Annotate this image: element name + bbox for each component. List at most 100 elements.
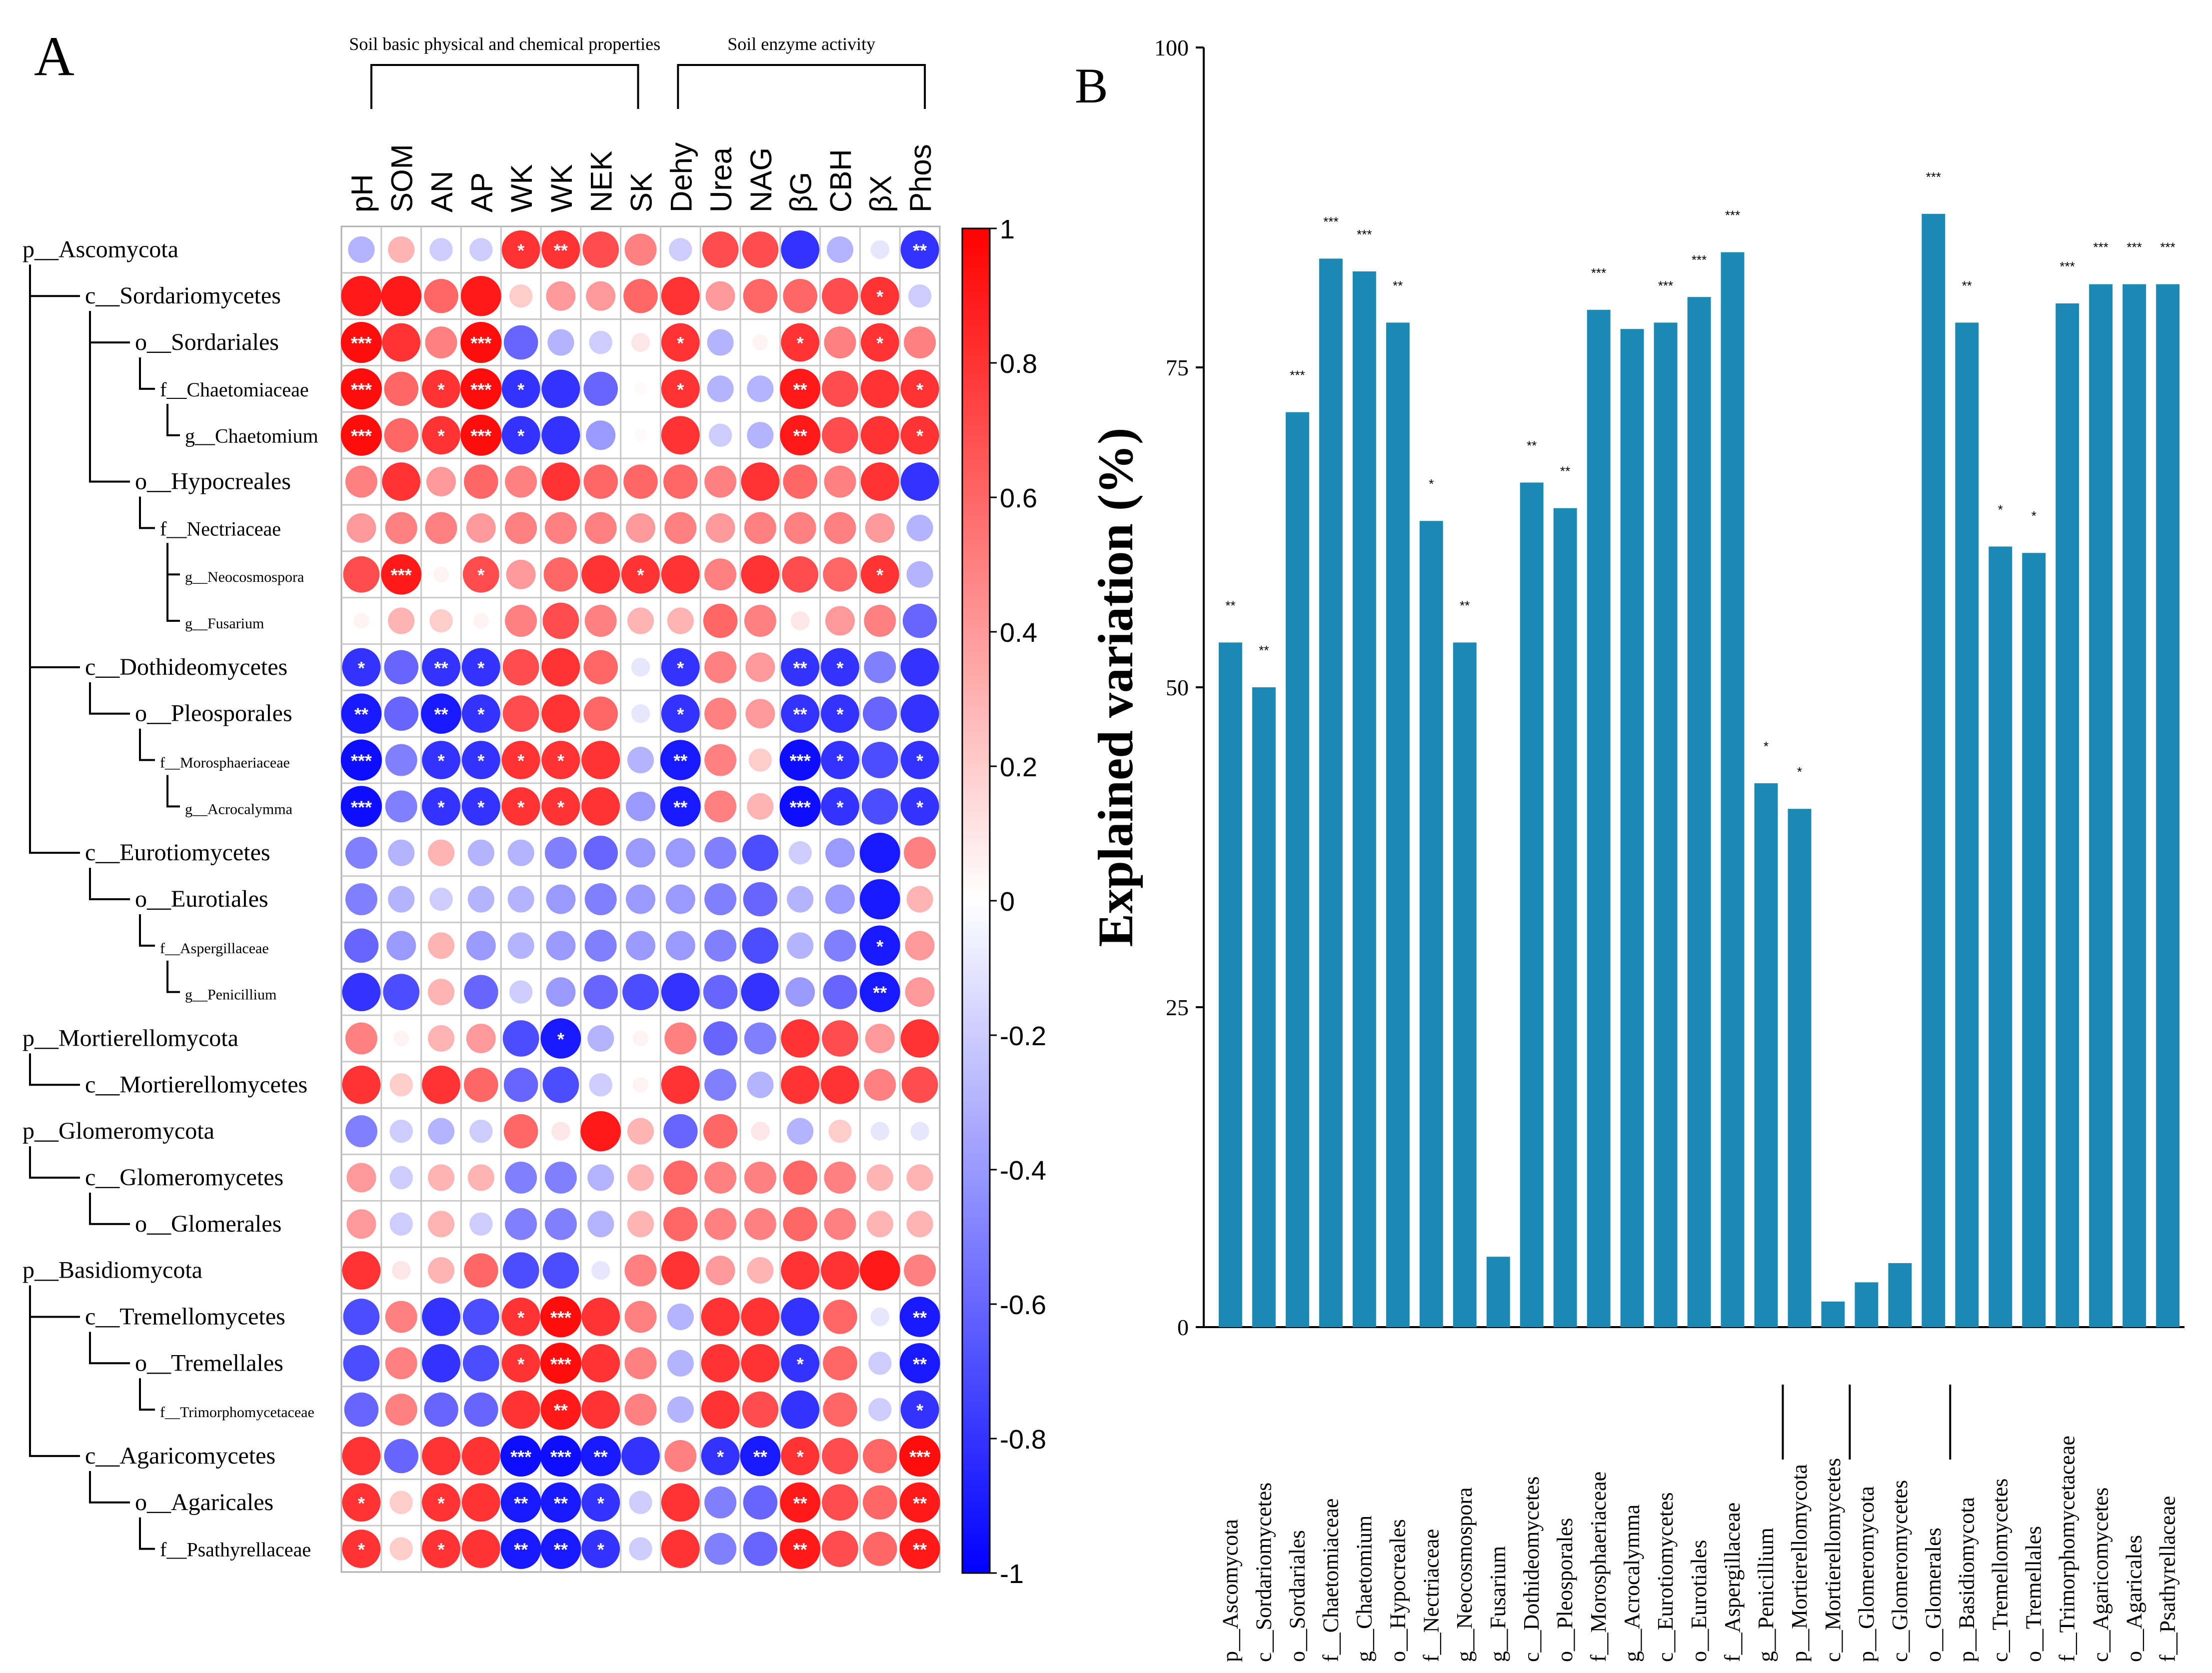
correlation-circle <box>745 652 775 682</box>
correlation-circle <box>427 979 455 1006</box>
correlation-circle <box>864 1069 896 1101</box>
correlation-circle <box>544 1208 577 1240</box>
correlation-circle <box>389 1212 413 1236</box>
correlation-circle <box>906 1211 933 1238</box>
correlation-circle <box>900 462 939 501</box>
category-label: g__Penicillium <box>1754 1528 1778 1662</box>
tree-connector <box>166 543 180 576</box>
correlation-circle <box>779 786 821 827</box>
correlation-circle <box>825 884 855 914</box>
significance-marker: * <box>557 751 564 771</box>
correlation-circle <box>860 323 899 362</box>
correlation-circle <box>781 648 820 687</box>
correlation-circle <box>665 838 695 868</box>
significance-marker: ** <box>793 1540 807 1560</box>
significance-marker: * <box>797 1354 804 1374</box>
correlation-circle <box>507 932 534 959</box>
correlation-circle <box>742 834 779 871</box>
bar-significance: *** <box>1926 169 1941 184</box>
tree-connector <box>89 868 130 900</box>
bar <box>2123 284 2146 1327</box>
category-label: o__Glomerales <box>1921 1528 1946 1662</box>
correlation-circle <box>385 1394 417 1426</box>
correlation-circle <box>701 1298 740 1336</box>
correlation-circle <box>663 1160 698 1195</box>
correlation-circle <box>340 414 382 456</box>
correlation-circle <box>385 1347 417 1380</box>
correlation-circle <box>906 514 933 541</box>
correlation-circle <box>747 793 774 820</box>
correlation-circle <box>742 927 779 964</box>
bar-significance: *** <box>1357 227 1372 242</box>
correlation-circle <box>864 605 896 637</box>
correlation-circle <box>505 1161 537 1194</box>
correlation-circle <box>663 1114 698 1149</box>
correlation-circle <box>467 1164 494 1191</box>
tree-connector <box>29 1285 80 1318</box>
correlation-circle <box>422 1530 460 1568</box>
correlation-circle <box>821 741 859 779</box>
correlation-circle <box>581 555 620 594</box>
significance-marker: * <box>358 1493 365 1514</box>
bar <box>1989 546 2013 1327</box>
correlation-circle <box>780 368 820 409</box>
correlation-circle <box>540 1389 581 1430</box>
correlation-circle <box>900 416 939 455</box>
bar-significance: *** <box>2093 240 2108 255</box>
correlation-circle <box>863 1485 897 1520</box>
correlation-circle <box>865 513 895 543</box>
correlation-circle <box>388 607 415 634</box>
correlation-circle <box>586 281 616 311</box>
significance-marker: ** <box>793 1493 807 1514</box>
category-label: c__Tremellomycetes <box>1988 1479 2013 1662</box>
correlation-circle <box>748 748 772 772</box>
correlation-circle <box>422 369 460 408</box>
correlation-circle <box>385 790 417 823</box>
bar <box>1352 271 1376 1327</box>
column-label: pH <box>345 174 379 212</box>
significance-marker: *** <box>790 797 811 817</box>
significance-marker: * <box>677 333 684 353</box>
panel-b-label: B <box>1075 58 1108 113</box>
correlation-circle <box>502 649 539 686</box>
column-label: βG <box>784 172 818 212</box>
correlation-circle <box>427 839 455 866</box>
colorbar: 1 0.8 0.6 0.4 0.2 0 -0.2 -0.4 -0.6 -0.8 -1 <box>961 214 1046 1589</box>
correlation-circle <box>583 975 618 1009</box>
colorbar-tick-label: 0.4 <box>1000 618 1037 648</box>
colorbar-tick-label: 0.2 <box>1000 752 1037 782</box>
taxon-label: c__Dothideomycetes <box>85 654 287 680</box>
correlation-circle <box>821 694 859 733</box>
bar-significance: *** <box>1290 368 1305 383</box>
y-tick-label: 50 <box>1166 675 1189 700</box>
correlation-circle <box>743 278 778 313</box>
significance-marker: * <box>876 333 883 353</box>
significance-marker: ** <box>753 1447 767 1467</box>
correlation-circle <box>422 1065 460 1104</box>
correlation-circle <box>540 1482 581 1523</box>
correlation-circle <box>586 420 616 450</box>
correlation-circle <box>860 925 900 966</box>
correlation-circle <box>429 238 453 261</box>
significance-marker: * <box>517 1354 524 1374</box>
correlation-circle <box>866 1164 893 1191</box>
bar-significance: ** <box>1259 643 1269 658</box>
correlation-circle <box>581 741 620 779</box>
correlation-circle <box>752 334 768 350</box>
colorbar-tick-label: 1 <box>1000 214 1015 244</box>
correlation-circle <box>705 513 735 543</box>
correlation-circle <box>781 1065 820 1104</box>
bar-significance: ** <box>1527 438 1537 453</box>
correlation-circle <box>661 973 700 1012</box>
correlation-circle <box>427 932 455 959</box>
correlation-circle <box>861 742 898 778</box>
correlation-circle <box>461 1437 500 1476</box>
correlation-circle <box>704 465 737 498</box>
correlation-circle <box>704 558 737 591</box>
correlation-circle <box>624 1301 657 1333</box>
tree-connector <box>29 264 80 668</box>
correlation-circle <box>502 695 539 732</box>
taxon-label: o__Agaricales <box>135 1489 273 1516</box>
significance-marker: *** <box>351 426 372 446</box>
